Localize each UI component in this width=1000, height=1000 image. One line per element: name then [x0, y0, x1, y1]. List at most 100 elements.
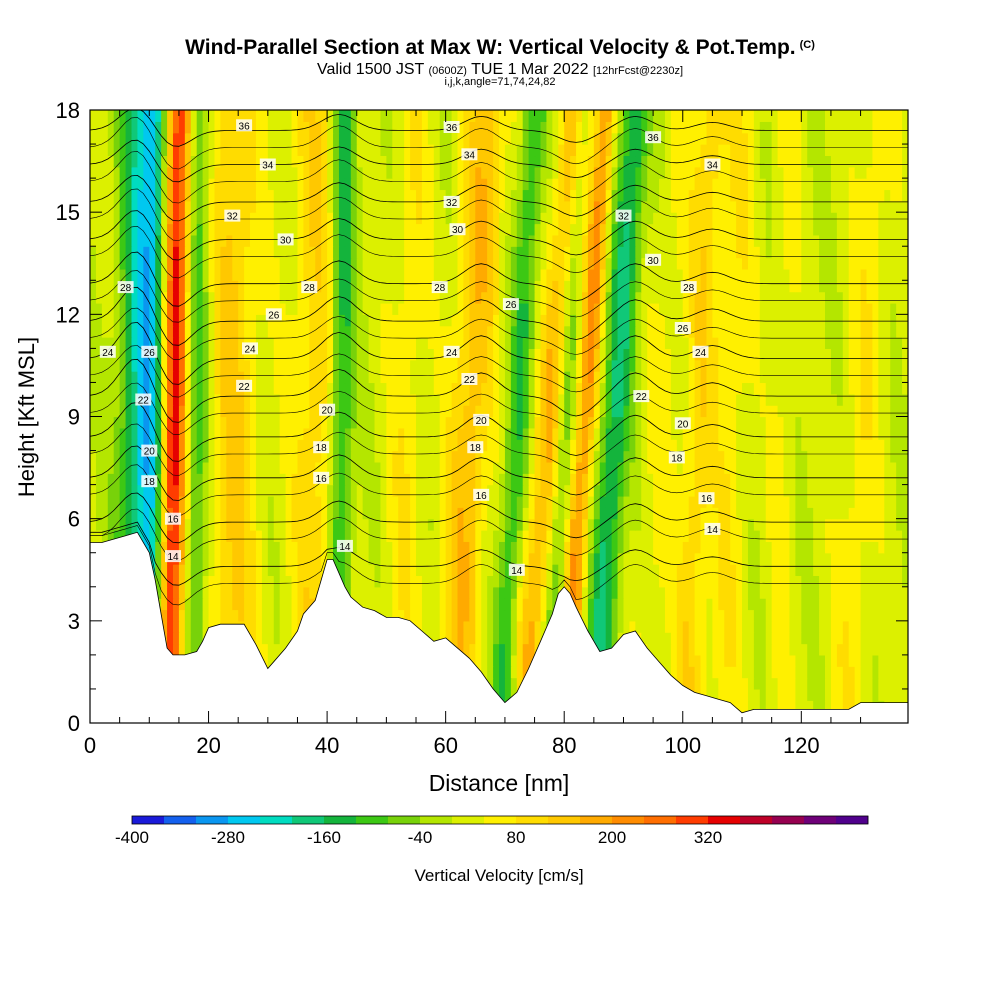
velocity-cell — [641, 314, 648, 327]
velocity-cell — [552, 359, 559, 372]
velocity-cell — [226, 393, 233, 406]
velocity-cell — [445, 598, 453, 611]
velocity-cell — [155, 552, 162, 565]
velocity-cell — [172, 620, 180, 633]
velocity-cell — [333, 314, 340, 327]
velocity-cell — [836, 325, 844, 338]
velocity-cell — [101, 530, 109, 542]
velocity-cell — [819, 439, 826, 452]
velocity-cell — [635, 359, 642, 372]
velocity-cell — [392, 393, 399, 406]
velocity-cell — [599, 382, 607, 395]
velocity-cell — [890, 382, 897, 395]
velocity-cell — [273, 643, 281, 656]
velocity-cell — [759, 620, 767, 633]
velocity-cell — [167, 382, 174, 395]
velocity-cell — [765, 337, 773, 349]
velocity-cell — [380, 359, 387, 372]
velocity-cell — [807, 620, 814, 633]
velocity-cell — [623, 348, 631, 361]
velocity-cell — [753, 552, 761, 565]
velocity-cell — [753, 473, 761, 486]
velocity-cell — [801, 575, 808, 588]
velocity-cell — [469, 416, 476, 429]
velocity-cell — [647, 427, 654, 440]
velocity-cell — [356, 564, 364, 577]
velocity-cell — [356, 405, 364, 418]
velocity-cell — [736, 507, 743, 520]
velocity-cell — [338, 359, 346, 372]
velocity-cell — [890, 416, 897, 429]
velocity-cell — [813, 507, 820, 520]
velocity-cell — [101, 405, 109, 418]
velocity-cell — [297, 552, 304, 565]
velocity-cell — [653, 337, 660, 349]
velocity-cell — [380, 461, 387, 474]
velocity-cell — [220, 427, 227, 440]
velocity-cell — [190, 439, 198, 452]
velocity-cell — [303, 461, 310, 474]
velocity-cell — [783, 654, 791, 667]
velocity-cell — [700, 677, 708, 690]
velocity-cell — [653, 598, 660, 611]
velocity-cell — [297, 439, 304, 452]
velocity-cell — [504, 598, 512, 611]
velocity-cell — [178, 348, 186, 361]
velocity-cell — [392, 541, 399, 554]
velocity-cell — [362, 371, 370, 384]
velocity-cell — [635, 439, 642, 452]
velocity-cell — [516, 632, 524, 645]
velocity-cell — [765, 393, 773, 406]
velocity-cell — [327, 495, 334, 508]
velocity-cell — [830, 393, 838, 406]
velocity-cell — [552, 564, 559, 577]
velocity-cell — [427, 337, 435, 349]
velocity-cell — [706, 677, 713, 690]
velocity-cell — [570, 586, 577, 599]
velocity-cell — [866, 564, 874, 577]
velocity-cell — [463, 325, 470, 338]
velocity-cell — [487, 393, 494, 406]
velocity-cell — [202, 586, 210, 599]
velocity-cell — [564, 473, 571, 486]
velocity-cell — [902, 473, 908, 486]
velocity-cell — [244, 314, 251, 327]
velocity-cell — [635, 609, 642, 622]
velocity-cell — [688, 654, 696, 667]
velocity-cell — [433, 620, 441, 633]
velocity-cell — [386, 609, 393, 622]
velocity-cell — [635, 575, 642, 588]
velocity-cell — [285, 495, 293, 508]
velocity-cell — [327, 450, 334, 463]
velocity-cell — [688, 586, 696, 599]
velocity-cell — [700, 484, 708, 497]
velocity-cell — [813, 450, 820, 463]
velocity-cell — [255, 393, 263, 406]
velocity-cell — [647, 552, 654, 565]
velocity-cell — [848, 416, 856, 429]
velocity-cell — [854, 461, 862, 474]
velocity-cell — [570, 473, 577, 486]
velocity-cell — [350, 507, 358, 520]
velocity-cell — [676, 507, 684, 520]
velocity-cell — [119, 530, 127, 542]
velocity-cell — [753, 541, 761, 554]
velocity-cell — [724, 575, 731, 588]
velocity-cell — [860, 359, 868, 372]
velocity-cell — [327, 416, 334, 429]
velocity-cell — [380, 484, 387, 497]
velocity-cell — [167, 314, 174, 327]
velocity-cell — [842, 393, 850, 406]
velocity-cell — [807, 632, 814, 645]
velocity-cell — [576, 473, 583, 486]
velocity-cell — [125, 507, 133, 520]
velocity-cell — [155, 450, 162, 463]
velocity-cell — [493, 405, 500, 418]
velocity-cell — [534, 609, 542, 622]
velocity-cell — [641, 598, 648, 611]
velocity-cell — [368, 427, 376, 440]
velocity-cell — [273, 495, 281, 508]
velocity-cell — [457, 314, 465, 327]
velocity-cell — [688, 348, 696, 361]
velocity-cell — [629, 473, 636, 486]
